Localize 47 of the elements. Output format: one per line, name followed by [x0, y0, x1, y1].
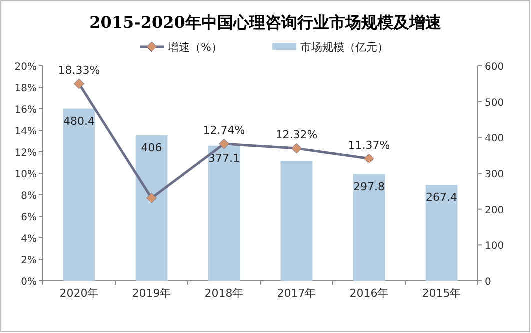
data-label: 11.37%: [348, 138, 390, 152]
y-tick-label: 0%: [21, 277, 37, 288]
y-tick-label: 12%: [14, 148, 37, 159]
bar: [136, 136, 168, 281]
y-tick-label: 2%: [21, 256, 37, 266]
x-tick-label: 2020年: [60, 287, 99, 300]
data-label: 406: [141, 142, 162, 155]
y2-tick-label: 400: [485, 134, 504, 145]
y2-tick-label: 0: [485, 277, 492, 288]
data-label: 267.4: [426, 191, 458, 204]
point: [146, 192, 157, 204]
data-label: 480.4: [64, 114, 95, 128]
bar: [208, 146, 240, 281]
y2-tick-label: 500: [485, 98, 504, 109]
y-tick-label: 16%: [14, 105, 37, 116]
data-label: 297.8: [354, 180, 385, 194]
x-tick-label: 2015年: [422, 287, 462, 300]
data-label: 18.33%: [58, 64, 100, 77]
y2-tick-label: 600: [485, 62, 504, 73]
point: [364, 154, 374, 164]
y-tick-label: 10%: [14, 170, 37, 180]
point: [292, 143, 302, 154]
bar: [426, 185, 458, 281]
bar: [280, 160, 313, 281]
y-tick-label: 20%: [14, 62, 37, 73]
point: [74, 78, 84, 90]
y2-tick-label: 100: [485, 241, 504, 252]
y-tick-label: 4%: [21, 234, 37, 245]
x-tick-label: 2019年: [132, 287, 172, 300]
legend-label: 增速（%）: [167, 41, 222, 54]
x-tick-label: 2018年: [204, 287, 244, 300]
bar: [63, 108, 96, 281]
y2-tick-label: 200: [485, 205, 504, 216]
data-label: 377.1: [208, 152, 240, 165]
bar: [353, 174, 386, 281]
data-label: 12.74%: [203, 124, 246, 138]
y-tick-label: 8%: [21, 191, 37, 202]
y-tick-label: 18%: [14, 84, 37, 94]
y-tick-label: 14%: [14, 126, 37, 138]
legend-label: 市场规模（亿元）: [300, 41, 388, 54]
y-tick-label: 6%: [21, 212, 37, 224]
data-label: 12.32%: [276, 128, 318, 142]
point: [219, 138, 230, 150]
x-tick-label: 2016年: [350, 287, 389, 300]
y2-tick-label: 300: [485, 170, 504, 180]
x-tick-label: 2017年: [277, 287, 316, 300]
title: 2015-2020年中国心理咨询行业市场规模及增速: [90, 13, 442, 32]
